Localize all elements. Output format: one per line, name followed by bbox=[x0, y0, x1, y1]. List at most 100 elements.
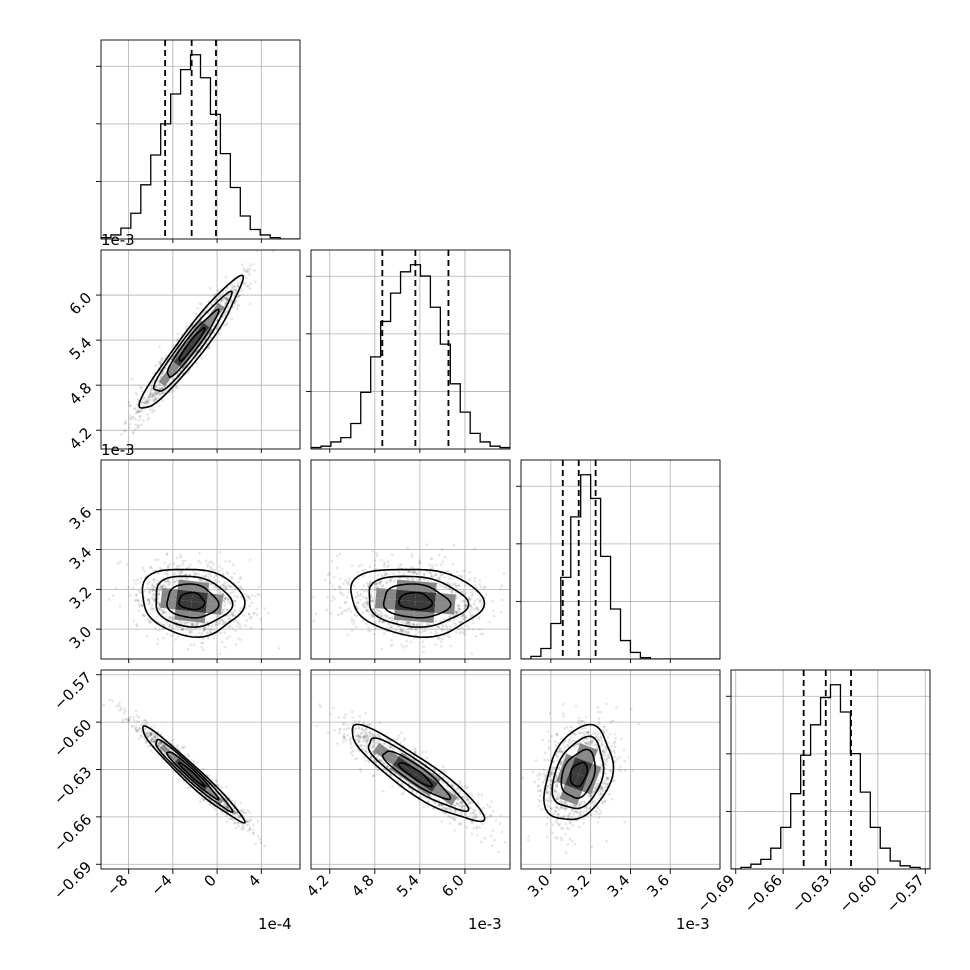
scatter-point bbox=[555, 784, 558, 787]
scatter-point bbox=[176, 386, 180, 390]
scatter-point bbox=[148, 601, 151, 604]
scatter-point bbox=[163, 385, 166, 388]
scatter-point bbox=[168, 390, 172, 394]
scatter-point bbox=[598, 722, 601, 726]
scatter-point bbox=[467, 799, 470, 802]
scatter-point bbox=[247, 596, 251, 599]
scatter-point bbox=[551, 766, 555, 769]
scatter-point bbox=[445, 626, 449, 629]
scatter-point bbox=[228, 624, 231, 628]
scatter-point bbox=[358, 598, 362, 602]
scatter-point bbox=[466, 786, 470, 789]
scatter-point bbox=[376, 733, 379, 737]
scatter-point bbox=[371, 599, 375, 603]
scatter-point bbox=[318, 703, 321, 706]
scatter-point bbox=[543, 758, 546, 762]
scatter-point bbox=[250, 601, 254, 605]
x-offset-label-0: 1e-4 bbox=[258, 915, 292, 933]
scatter-point bbox=[437, 803, 441, 807]
scatter-point bbox=[166, 583, 170, 587]
scatter-point bbox=[468, 611, 472, 615]
scatter-point bbox=[388, 739, 392, 743]
scatter-point bbox=[366, 604, 370, 608]
scatter-point bbox=[452, 809, 456, 812]
scatter-point bbox=[134, 725, 138, 728]
scatter-point bbox=[256, 820, 260, 823]
scatter-point bbox=[157, 597, 160, 600]
scatter-point bbox=[156, 637, 159, 641]
scatter-point bbox=[213, 578, 217, 582]
scatter-point bbox=[558, 749, 561, 753]
scatter-point bbox=[114, 587, 118, 590]
scatter-point bbox=[383, 762, 386, 766]
scatter-point bbox=[462, 631, 465, 634]
scatter-point bbox=[545, 788, 549, 792]
scatter-point bbox=[586, 742, 590, 746]
scatter-point bbox=[160, 609, 164, 612]
scatter-point bbox=[147, 745, 150, 748]
scatter-point bbox=[388, 617, 391, 620]
scatter-point bbox=[370, 590, 373, 593]
scatter-point bbox=[568, 729, 572, 733]
scatter-point bbox=[553, 813, 556, 816]
x-tick-label-0-2: 0 bbox=[200, 871, 219, 890]
scatter-point bbox=[182, 627, 185, 631]
scatter-point bbox=[234, 599, 237, 603]
scatter-point bbox=[370, 615, 374, 619]
scatter-point bbox=[118, 560, 122, 564]
scatter-point bbox=[452, 618, 456, 621]
scatter-point bbox=[598, 816, 601, 820]
scatter-point bbox=[217, 332, 220, 335]
scatter-point bbox=[137, 602, 141, 605]
scatter-point bbox=[372, 753, 376, 756]
scatter-point bbox=[553, 780, 556, 784]
scatter-point bbox=[500, 584, 504, 587]
scatter-point bbox=[160, 742, 163, 745]
scatter-point bbox=[437, 626, 441, 629]
scatter-point bbox=[354, 734, 358, 737]
scatter-point bbox=[437, 625, 441, 629]
scatter-point bbox=[197, 631, 201, 634]
scatter-point bbox=[204, 580, 208, 583]
scatter-point bbox=[364, 759, 368, 762]
scatter-point bbox=[366, 738, 370, 741]
scatter-point bbox=[470, 832, 474, 836]
scatter-point bbox=[136, 408, 140, 412]
scatter-point bbox=[561, 703, 565, 706]
scatter-point bbox=[556, 796, 559, 800]
scatter-point bbox=[225, 636, 229, 640]
scatter-point bbox=[180, 746, 183, 749]
scatter-point bbox=[154, 392, 158, 396]
scatter-point bbox=[336, 554, 339, 558]
scatter-point bbox=[441, 626, 444, 630]
scatter-point bbox=[128, 422, 132, 426]
scatter-point bbox=[384, 617, 388, 621]
scatter-point bbox=[153, 586, 156, 589]
scatter-point bbox=[144, 401, 148, 404]
scatter-point bbox=[364, 596, 368, 599]
scatter-point bbox=[212, 562, 215, 566]
scatter-point bbox=[207, 774, 210, 777]
scatter-point bbox=[571, 823, 574, 827]
scatter-point bbox=[479, 632, 482, 636]
scatter-point bbox=[195, 622, 198, 626]
scatter-point bbox=[217, 322, 221, 326]
contour-1-0-1 bbox=[166, 308, 220, 378]
scatter-point bbox=[212, 575, 216, 579]
scatter-point bbox=[389, 745, 393, 748]
scatter-point bbox=[137, 410, 140, 414]
scatter-point bbox=[361, 611, 364, 615]
scatter-point bbox=[418, 561, 422, 564]
scatter-point bbox=[419, 796, 422, 799]
scatter-point bbox=[132, 718, 136, 722]
scatter-point bbox=[132, 620, 135, 623]
scatter-point bbox=[443, 812, 447, 816]
scatter-point bbox=[558, 749, 562, 753]
scatter-point bbox=[376, 574, 380, 577]
scatter-point bbox=[136, 410, 139, 414]
scatter-point bbox=[457, 627, 460, 631]
scatter-point bbox=[315, 724, 319, 728]
scatter-point bbox=[592, 790, 596, 794]
scatter-point bbox=[166, 363, 169, 367]
scatter-point bbox=[188, 630, 192, 633]
